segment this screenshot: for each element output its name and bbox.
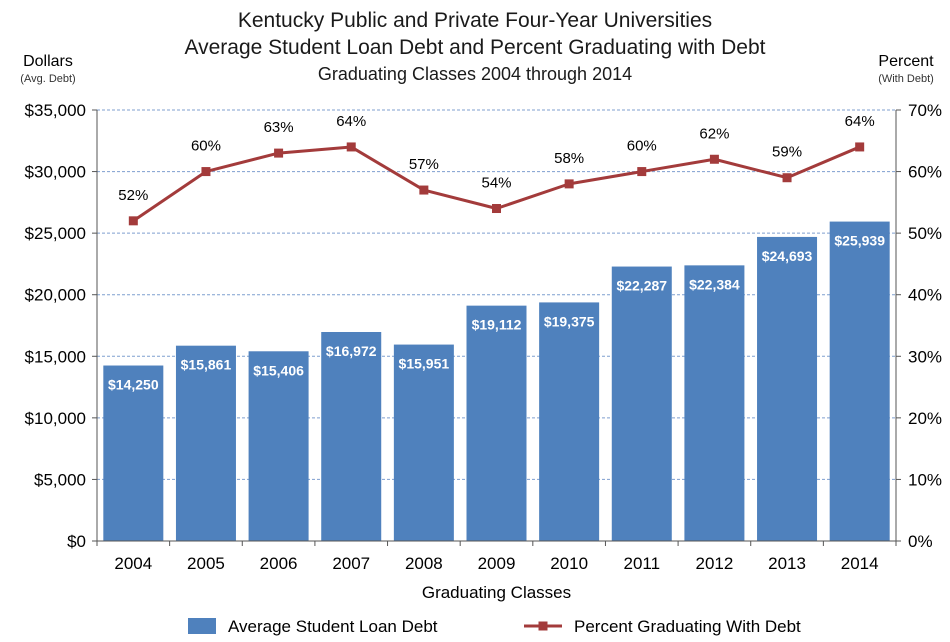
percent-point xyxy=(128,216,138,226)
left-tick-label: $0 xyxy=(67,532,86,551)
percent-point xyxy=(637,167,647,177)
legend-line-label: Percent Graduating With Debt xyxy=(574,617,801,636)
x-tick-label: 2009 xyxy=(478,554,516,573)
percent-value-label: 62% xyxy=(699,125,729,142)
percent-value-label: 58% xyxy=(554,150,584,167)
left-tick-label: $5,000 xyxy=(34,470,86,489)
bar-value-label: $25,939 xyxy=(834,233,885,249)
legend-bar-swatch xyxy=(188,618,216,634)
bar xyxy=(175,345,236,541)
bar-value-label: $22,384 xyxy=(689,276,740,292)
percent-point xyxy=(709,154,719,164)
right-tick-label: 30% xyxy=(908,347,942,366)
bar xyxy=(321,332,382,541)
percent-value-label: 57% xyxy=(409,156,439,173)
right-axis-label: Percent xyxy=(878,53,934,70)
percent-value-label: 59% xyxy=(772,144,802,161)
left-tick-label: $35,000 xyxy=(25,101,86,120)
x-tick-label: 2008 xyxy=(405,554,443,573)
x-tick-label: 2011 xyxy=(623,554,660,573)
percent-point xyxy=(564,179,574,189)
right-tick-label: 10% xyxy=(908,470,942,489)
bar-value-label: $16,972 xyxy=(326,343,377,359)
left-tick-label: $15,000 xyxy=(25,347,86,366)
bar xyxy=(466,305,527,541)
x-tick-label: 2012 xyxy=(695,554,733,573)
x-tick-label: 2010 xyxy=(550,554,588,573)
right-tick-label: 0% xyxy=(908,532,933,551)
x-tick-label: 2006 xyxy=(260,554,298,573)
left-axis-sublabel: (Avg. Debt) xyxy=(20,73,75,85)
percent-point xyxy=(492,204,501,214)
bar xyxy=(539,302,600,541)
left-tick-label: $30,000 xyxy=(25,163,86,182)
bar xyxy=(248,351,309,541)
bar xyxy=(103,365,164,541)
bar-value-label: $15,951 xyxy=(399,356,450,372)
right-tick-label: 60% xyxy=(908,163,942,182)
bar xyxy=(757,236,818,541)
right-tick-label: 40% xyxy=(908,286,942,305)
bar xyxy=(829,221,890,541)
percent-value-label: 64% xyxy=(845,113,875,130)
percent-value-label: 63% xyxy=(264,119,294,136)
x-tick-label: 2014 xyxy=(841,554,879,573)
right-tick-label: 50% xyxy=(908,224,942,243)
percent-point xyxy=(201,167,211,177)
percent-point xyxy=(855,142,865,152)
x-tick-label: 2007 xyxy=(332,554,370,573)
bar-value-label: $19,112 xyxy=(472,317,522,333)
chart-title-line-3: Graduating Classes 2004 through 2014 xyxy=(318,64,632,84)
left-tick-label: $20,000 xyxy=(25,286,86,305)
legend-line-marker xyxy=(538,621,548,631)
right-tick-label: 20% xyxy=(908,409,942,428)
bar-value-label: $14,250 xyxy=(108,377,159,393)
percent-value-label: 54% xyxy=(481,175,511,192)
percent-value-label: 52% xyxy=(118,187,148,204)
percent-point xyxy=(274,148,284,158)
chart-title-line-1: Kentucky Public and Private Four-Year Un… xyxy=(238,9,712,32)
x-axis-label: Graduating Classes xyxy=(422,583,571,602)
right-axis-sublabel: (With Debt) xyxy=(878,73,934,85)
percent-point xyxy=(419,185,429,195)
percent-value-label: 64% xyxy=(336,113,366,130)
x-tick-label: 2004 xyxy=(114,554,152,573)
left-axis-label: Dollars xyxy=(23,53,73,70)
right-tick-label: 70% xyxy=(908,101,942,120)
x-tick-label: 2005 xyxy=(187,554,225,573)
bar-value-label: $22,287 xyxy=(616,278,667,294)
bar xyxy=(393,344,454,541)
percent-point xyxy=(346,142,356,152)
bar-value-label: $15,406 xyxy=(253,362,304,378)
chart-title-line-2: Average Student Loan Debt and Percent Gr… xyxy=(185,36,766,59)
percent-value-label: 60% xyxy=(627,138,657,155)
legend-bar-label: Average Student Loan Debt xyxy=(228,617,438,636)
left-tick-label: $25,000 xyxy=(25,224,86,243)
bar-value-label: $24,693 xyxy=(762,248,813,264)
bar-value-label: $19,375 xyxy=(544,313,595,329)
bar xyxy=(611,266,672,541)
x-tick-label: 2013 xyxy=(768,554,806,573)
percent-value-label: 60% xyxy=(191,138,221,155)
percent-point xyxy=(782,173,792,183)
bar xyxy=(684,265,745,541)
left-tick-label: $10,000 xyxy=(25,409,86,428)
bar-value-label: $15,861 xyxy=(181,357,232,373)
